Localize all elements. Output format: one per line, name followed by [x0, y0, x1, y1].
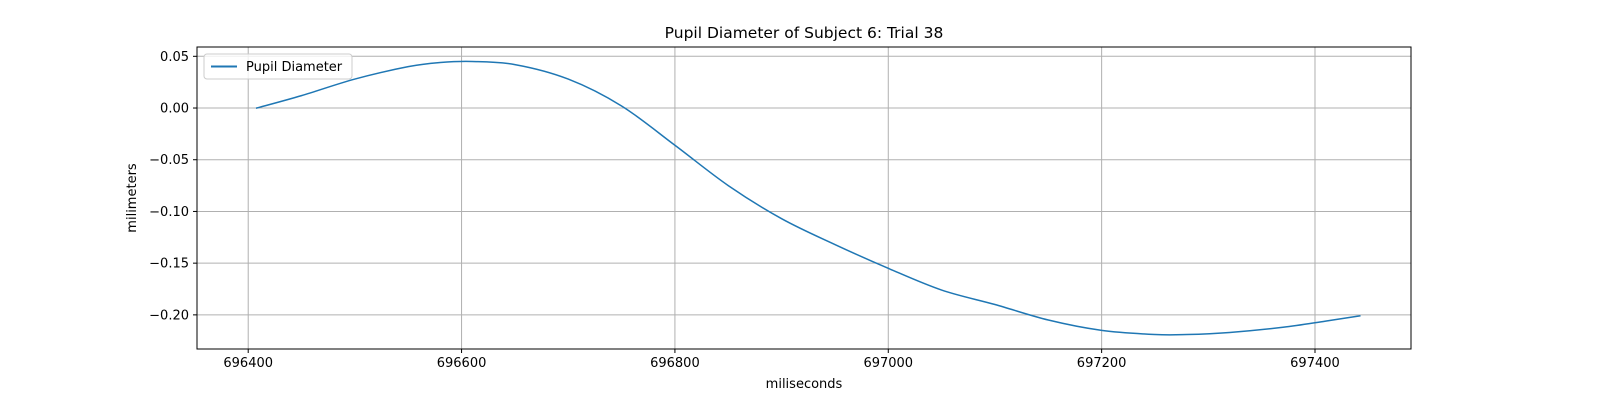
y-tick-label: −0.20	[149, 308, 189, 323]
plot-area	[255, 60, 1361, 336]
x-tick-label: 697000	[863, 356, 913, 371]
chart-title: Pupil Diameter of Subject 6: Trial 38	[665, 24, 944, 42]
x-tick-label: 696400	[223, 356, 273, 371]
grid	[197, 47, 1411, 349]
y-tick-label: −0.05	[149, 153, 189, 168]
y-tick-label: 0.00	[160, 102, 189, 117]
y-tick-label: 0.05	[160, 50, 189, 65]
x-tick-label: 696800	[650, 356, 700, 371]
legend: Pupil Diameter	[203, 53, 353, 80]
x-tick-label: 696600	[437, 356, 487, 371]
axes-frame	[196, 46, 1412, 350]
legend-entry: Pupil Diameter	[246, 60, 343, 75]
x-axis: 696400 696600 696800 697000 697200 697400	[223, 349, 1340, 371]
y-tick-label: −0.10	[149, 205, 189, 220]
y-tick-label: −0.15	[149, 257, 189, 272]
y-axis: 0.05 0.00 −0.05 −0.10 −0.15 −0.20	[149, 50, 197, 323]
y-axis-label: milimeters	[125, 163, 140, 233]
x-tick-label: 697400	[1290, 356, 1340, 371]
legend-box	[203, 53, 353, 80]
x-axis-label: miliseconds	[766, 377, 843, 392]
x-tick-label: 697200	[1077, 356, 1127, 371]
series-line-pupil-diameter	[255, 60, 1361, 336]
